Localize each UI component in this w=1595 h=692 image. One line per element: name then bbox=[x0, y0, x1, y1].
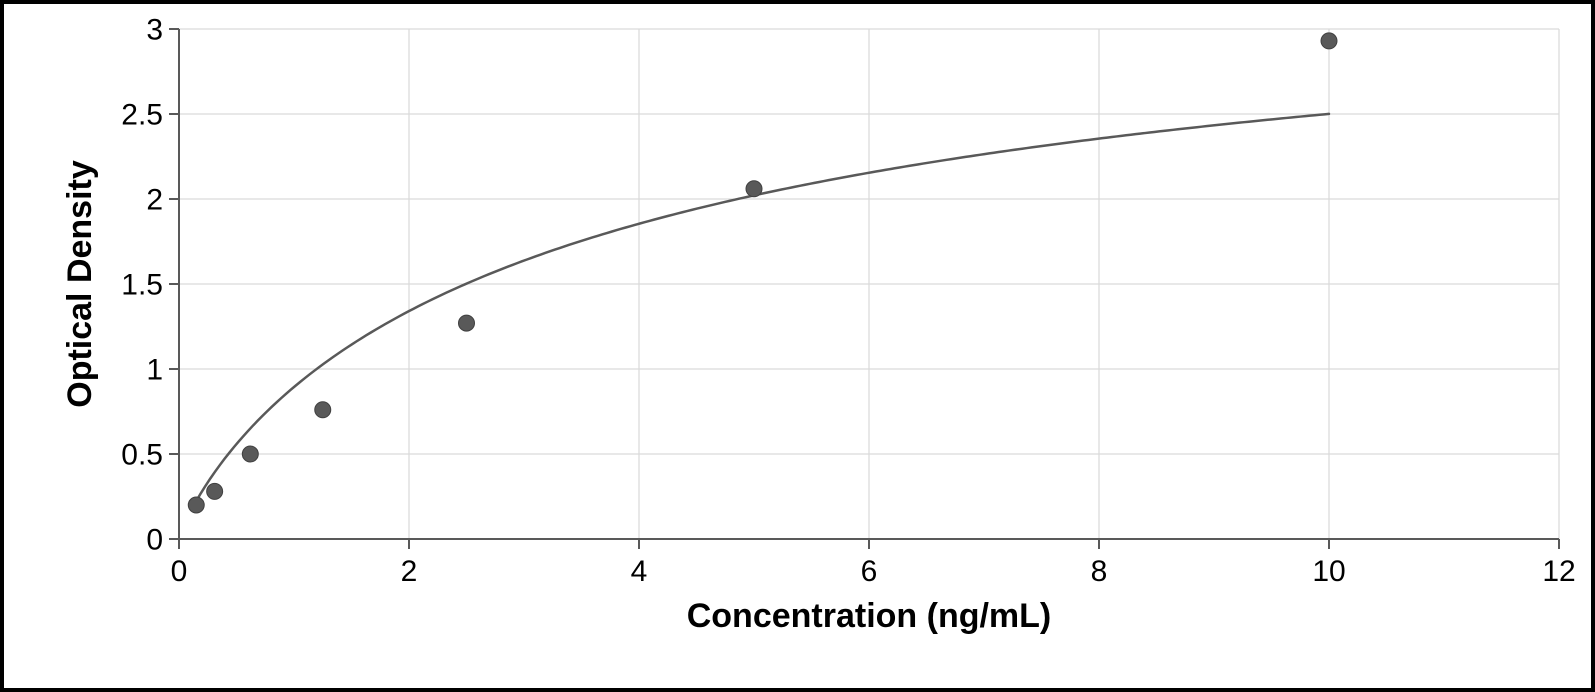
y-tick-label: 3 bbox=[146, 14, 163, 47]
data-point-marker bbox=[242, 446, 258, 462]
y-tick-label: 0 bbox=[146, 524, 163, 557]
x-axis-title: Concentration (ng/mL) bbox=[687, 597, 1052, 635]
data-point-marker bbox=[459, 315, 475, 331]
x-tick-label: 6 bbox=[861, 555, 878, 588]
data-point-marker bbox=[188, 497, 204, 513]
chart-svg: 0 2 4 6 8 10 12 0 0.5 1 1.5 2 2.5 3 Concentration (ng/… bbox=[4, 4, 1591, 688]
data-point-marker bbox=[315, 402, 331, 418]
y-tick-label: 2 bbox=[146, 184, 163, 217]
x-tick-label: 10 bbox=[1312, 555, 1345, 588]
x-tick-label: 0 bbox=[171, 555, 188, 588]
y-tick-label: 1 bbox=[146, 354, 163, 387]
x-tick-label: 2 bbox=[401, 555, 418, 588]
y-tick-label: 1.5 bbox=[121, 269, 163, 302]
chart-frame: 0 2 4 6 8 10 12 0 0.5 1 1.5 2 2.5 3 Concentration (ng/… bbox=[0, 0, 1595, 692]
x-tick-label: 12 bbox=[1542, 555, 1575, 588]
x-tick-label: 8 bbox=[1091, 555, 1108, 588]
y-axis-title: Optical Density bbox=[61, 160, 99, 408]
data-point-marker bbox=[746, 181, 762, 197]
x-tick-label: 4 bbox=[631, 555, 648, 588]
y-tick-label: 0.5 bbox=[121, 439, 163, 472]
y-tick-label: 2.5 bbox=[121, 99, 163, 132]
data-point-marker bbox=[207, 483, 223, 499]
data-point-marker bbox=[1321, 33, 1337, 49]
